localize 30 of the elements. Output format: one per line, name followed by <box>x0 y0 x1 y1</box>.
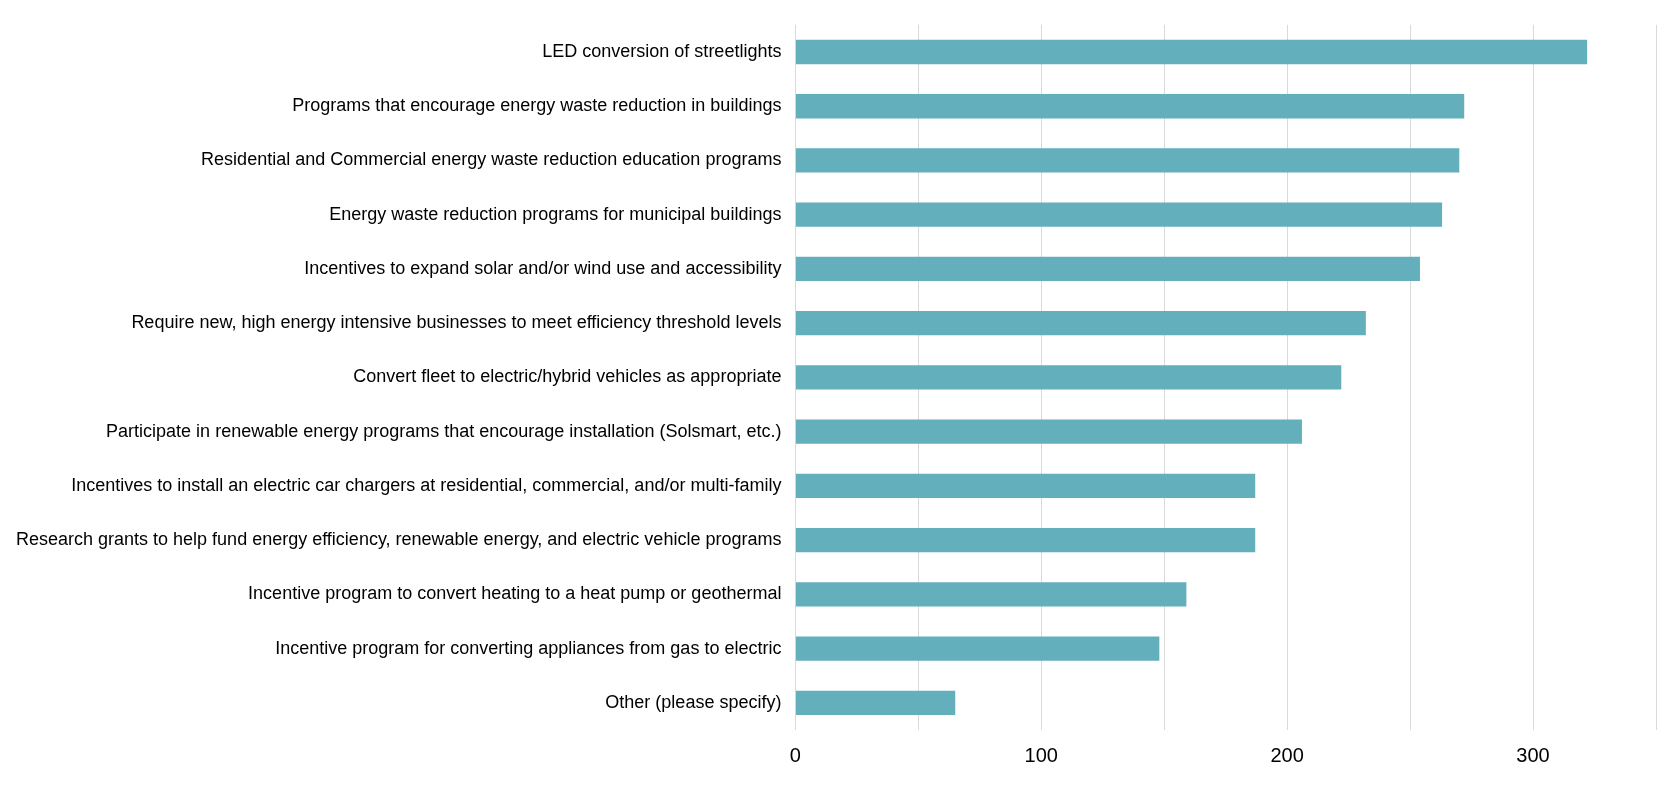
bar <box>795 148 1460 173</box>
y-tick-label: Require new, high energy intensive businesses to meet efficiency threshold levels <box>131 312 782 333</box>
bar <box>795 310 1366 336</box>
y-tick-label: Incentives to expand solar and/or wind use and accessibility <box>304 257 782 278</box>
y-tick-label: Incentive program for converting appliances from gas to electric <box>275 637 782 658</box>
y-tick-label: Incentive program to convert heating to a heat pump or geothermal <box>248 583 782 604</box>
x-tick-label: 100 <box>1024 743 1058 766</box>
bar <box>795 202 1443 227</box>
bar <box>795 473 1256 499</box>
bar <box>795 582 1187 607</box>
y-tick-label: Incentives to install an electric car chargers at residential, commercial, and/or multi-family <box>71 474 782 495</box>
bar <box>795 93 1465 119</box>
bar <box>795 256 1420 282</box>
y-tick-label: Other (please specify) <box>605 691 782 712</box>
y-tick-label: Programs that encourage energy waste reduction in buildings <box>292 95 782 116</box>
bar <box>795 365 1342 390</box>
x-tick-label: 0 <box>789 743 801 766</box>
y-tick-label: Convert fleet to electric/hybrid vehicles as appropriate <box>353 366 782 387</box>
bar <box>795 636 1160 661</box>
y-tick-label: Energy waste reduction programs for municipal buildings <box>329 203 782 224</box>
y-tick-label: Research grants to help fund energy efficiency, renewable energy, and electric vehicle programs <box>16 529 782 550</box>
y-tick-label: LED conversion of streetlights <box>542 40 782 61</box>
bar <box>795 39 1588 65</box>
x-tick-label: 300 <box>1516 743 1550 766</box>
bar <box>795 690 956 716</box>
bar <box>795 527 1256 553</box>
x-tick-label: 200 <box>1270 743 1304 766</box>
bar <box>795 419 1302 444</box>
y-tick-label: Residential and Commercial energy waste reduction education programs <box>201 149 782 170</box>
y-tick-label: Participate in renewable energy programs that encourage installation (Solsmart, etc.) <box>106 420 782 441</box>
